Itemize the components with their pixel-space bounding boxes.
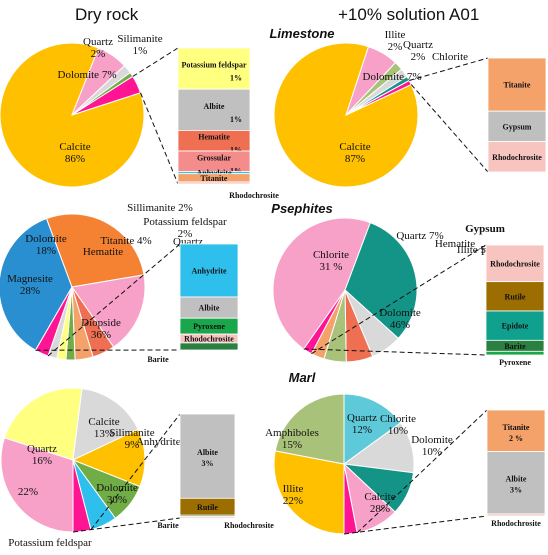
breakdown-label-grossular: Grossular xyxy=(197,153,232,162)
column-title-dry-rock: Dry rock xyxy=(75,5,139,24)
column-title-solution: +10% solution A01 xyxy=(338,5,479,24)
breakdown-label-gypsum: Gypsum xyxy=(503,122,532,131)
breakdown-label-rutile: Rutile xyxy=(197,503,218,512)
slice-label-chlorite: Chlorite xyxy=(432,51,468,63)
slice-label-dolomite: Dolomite 7% xyxy=(58,69,117,81)
breakdown-label-rhodochrosite: Rhodochrosite xyxy=(229,191,279,200)
breakdown-pct-titanite: 2 % xyxy=(509,434,523,443)
breakdown-segment-rhodochrosite xyxy=(180,517,235,518)
breakdown-label-albite: Albite xyxy=(506,475,527,484)
breakdown-label-epidote: Epidote xyxy=(502,322,529,331)
breakdown-label-rhodochrosite: Rhodochrosite xyxy=(492,153,542,162)
breakdown-label-barite: Barite xyxy=(504,342,526,351)
breakdown-pct-albite: 3% xyxy=(202,459,214,468)
breakdown-label-anhydrite: Anhydrite xyxy=(191,267,227,276)
breakdown-label-barite: Barite xyxy=(157,521,179,530)
connector-line-bottom xyxy=(411,85,488,172)
connector-line-bottom xyxy=(140,93,178,184)
breakdown-segment-barite xyxy=(180,343,238,350)
breakdown-pct-potassium-feldspar: 1% xyxy=(230,74,242,83)
breakdown-bar-3: Rhodochrosite Rutile Epidote Barite Pyroxene xyxy=(486,245,544,367)
row-title-limestone: Limestone xyxy=(269,26,334,41)
breakdown-label-titanite: Titanite xyxy=(503,423,530,432)
breakdown-label-rhodochrosite: Rhodochrosite xyxy=(491,519,541,528)
breakdown-label-pyroxene: Pyroxene xyxy=(193,322,225,331)
breakdown-label-albite: Albite xyxy=(199,304,220,313)
breakdown-segment-rhodochrosite xyxy=(178,182,250,184)
breakdown-pct-albite: 1% xyxy=(230,115,242,124)
breakdown-bar-0: Potassium feldspar1%Albite1%Hematite1%Gr… xyxy=(178,48,279,200)
slice-label-silimanite: Sillimanite 2% xyxy=(127,202,193,214)
breakdown-label-titanite: Titanite xyxy=(504,81,531,90)
row-title-marl: Marl xyxy=(289,370,316,385)
breakdown-label-albite: Albite xyxy=(197,448,218,457)
breakdown-label-pyroxene: Pyroxene xyxy=(499,358,531,367)
breakdown-segment-rhodochrosite xyxy=(487,514,545,516)
breakdown-label-titanite: Titanite xyxy=(201,174,228,183)
slice-label-potassium-feldspar: 22% xyxy=(18,486,38,498)
breakdown-label-albite: Albite xyxy=(204,102,225,111)
breakdown-label-hematite: Hematite xyxy=(198,133,230,142)
breakdown-label-barite: Barite xyxy=(147,355,169,364)
extra-label-potassium-feldspar: Potassium feldspar xyxy=(8,537,92,549)
breakdown-bar-4: Albite 3% Rutile Barite Rhodochrosite xyxy=(157,414,274,530)
slice-label-dolomite: Dolomite 7% xyxy=(363,71,422,83)
breakdown-bar-2: Anhydrite Albite Pyroxene Rhodochrosite Bari… xyxy=(147,244,238,364)
breakdown-pct-albite: 3% xyxy=(510,486,522,495)
breakdown-label-potassium-feldspar: Potassium feldspar xyxy=(181,61,247,70)
slice-label-titanite: Titanite 4% xyxy=(100,235,151,247)
breakdown-bar-1: Titanite Gypsum Rhodochrosite xyxy=(488,58,546,172)
breakdown-bar-5: Titanite 2 % Albite 3% Rhodochrosite xyxy=(487,410,545,528)
breakdown-segment-pyroxene xyxy=(486,351,544,355)
breakdown-label-rhodochrosite: Rhodochrosite xyxy=(490,259,540,268)
slice-label-hematite: Hematite xyxy=(83,246,123,258)
breakdown-label-rhodochrosite: Rhodochrosite xyxy=(184,335,234,344)
row-title-psephites: Psephites xyxy=(271,201,332,216)
extra-label-gypsum: Gypsum xyxy=(465,223,505,235)
breakdown-label-rutile: Rutile xyxy=(505,292,526,301)
breakdown-label-rhodochrosite: Rhodochrosite xyxy=(224,521,274,530)
